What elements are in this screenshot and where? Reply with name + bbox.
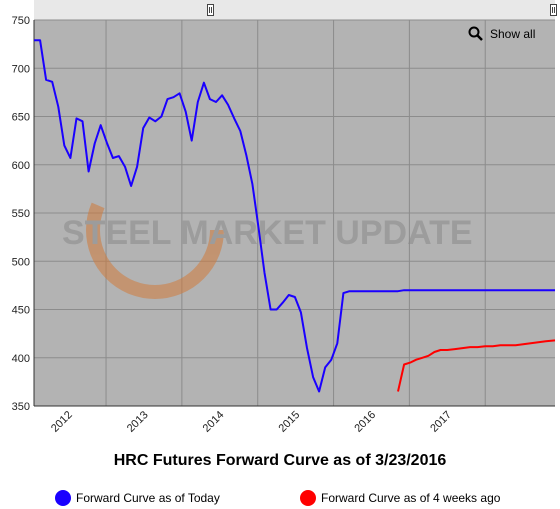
watermark-logo-arc [86,161,224,299]
show-all-label: Show all [490,27,536,41]
x-tick-label: 2014 [201,409,227,435]
watermark-text: STEEL MARKET UPDATE [62,214,473,252]
gridlines [34,19,555,407]
navigator-right-handle[interactable] [550,4,557,16]
y-tick-label: 700 [12,63,30,75]
series-line-today[interactable] [34,39,555,393]
x-tick-label: 2017 [428,409,454,435]
y-tick-label: 650 [12,112,30,124]
x-tick-label: 2016 [352,409,378,435]
legend-swatch-today [55,490,71,506]
legend-item-4-weeks-ago[interactable]: Forward Curve as of 4 weeks ago [300,490,500,506]
series-line-4-weeks-ago[interactable] [397,339,556,392]
x-tick-label: 2012 [49,409,75,435]
chart-title: HRC Futures Forward Curve as of 3/23/201… [113,452,447,469]
y-tick-label: 400 [12,353,30,365]
navigator-left-handle[interactable] [207,4,214,16]
zoom-icon [468,26,483,41]
navigator-bar [34,0,555,20]
show-all-button[interactable]: Show all [468,26,535,42]
x-tick-label: 2015 [277,409,303,435]
legend-label-today: Forward Curve as of Today [76,491,220,505]
y-tick-label: 550 [12,208,30,220]
y-tick-label: 600 [12,160,30,172]
legend-item-today[interactable]: Forward Curve as of Today [55,490,220,506]
legend-swatch-4-weeks-ago [300,490,316,506]
y-tick-label: 500 [12,256,30,268]
watermark: STEEL MARKET UPDATE [62,161,473,299]
y-tick-label: 450 [12,305,30,317]
series-lines [34,39,556,393]
y-tick-label: 750 [12,15,30,27]
x-tick-label: 2013 [125,409,151,435]
legend-label-4-weeks-ago: Forward Curve as of 4 weeks ago [321,491,501,505]
y-tick-label: 350 [12,401,30,413]
